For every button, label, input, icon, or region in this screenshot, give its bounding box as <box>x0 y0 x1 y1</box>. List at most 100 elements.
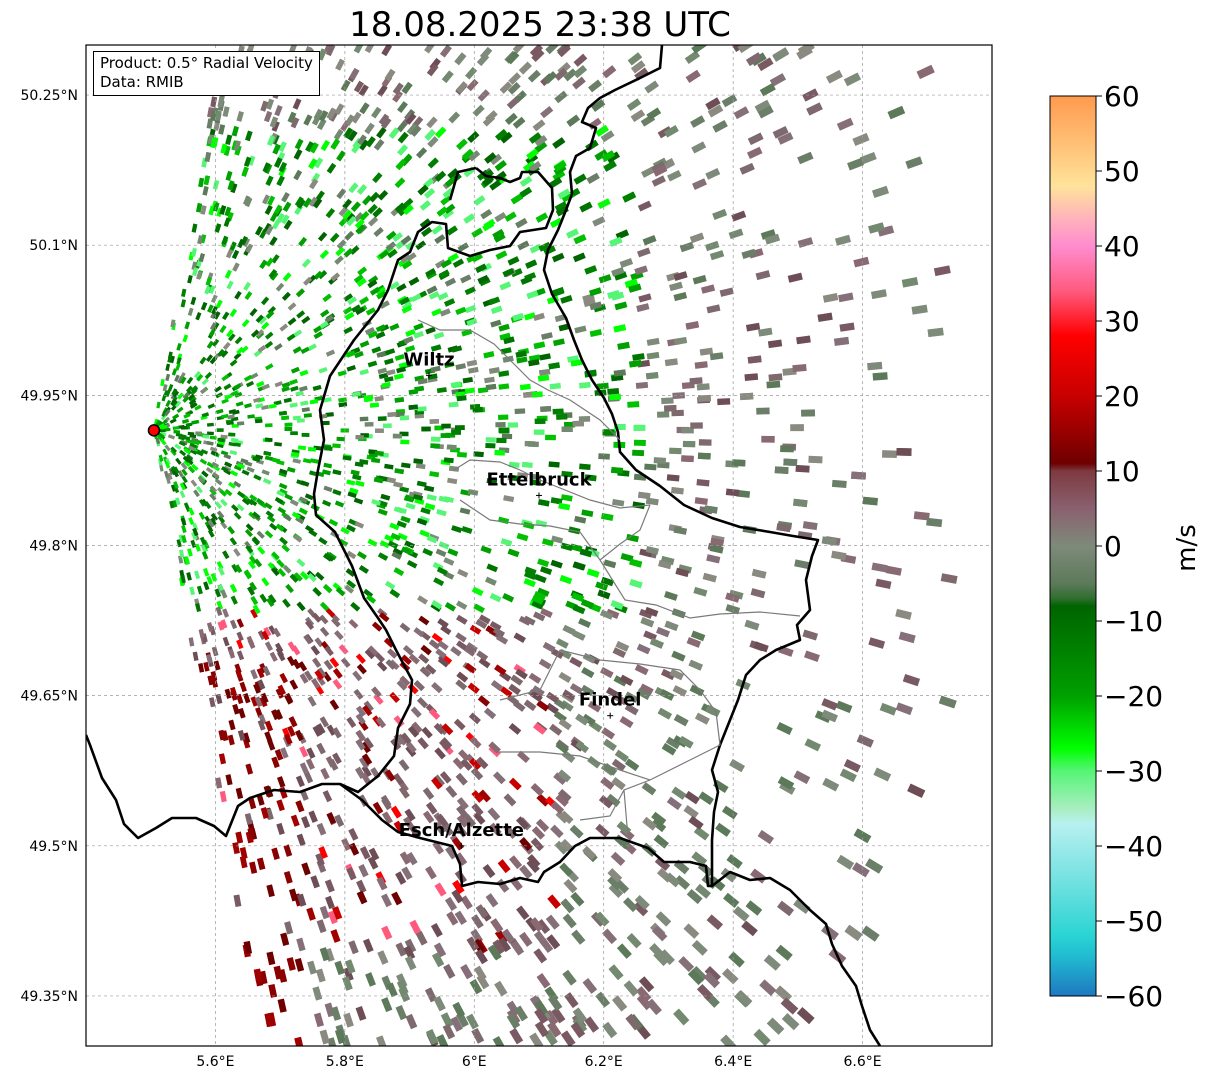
radar-gate <box>545 914 560 930</box>
radar-gate <box>176 406 184 414</box>
radar-gate <box>334 500 345 508</box>
radar-gate <box>245 243 254 254</box>
radar-gate <box>284 493 294 501</box>
radar-gate <box>205 467 214 474</box>
radar-gate <box>262 478 272 485</box>
radar-gate <box>611 267 625 277</box>
radar-gate <box>358 84 369 97</box>
radar-gate <box>669 281 683 292</box>
radar-gate <box>468 757 482 771</box>
radar-gate <box>464 387 476 394</box>
radar-gate <box>387 248 398 259</box>
radar-gate <box>712 208 728 220</box>
radar-gate <box>656 626 671 638</box>
radar-gate <box>244 813 253 825</box>
radar-gate <box>477 275 489 285</box>
radar-gate <box>302 197 312 208</box>
radar-gate <box>469 736 482 749</box>
radar-gate <box>540 608 553 618</box>
colorbar-bar <box>1049 95 1097 997</box>
radar-gate <box>444 896 458 912</box>
radar-gate <box>754 99 771 113</box>
radar-gate <box>423 187 436 199</box>
radar-gate <box>436 206 448 217</box>
radar-gate <box>204 501 212 509</box>
radar-gate <box>260 807 269 819</box>
radar-gate <box>275 282 285 292</box>
radar-gate <box>413 680 425 692</box>
radar-gate <box>194 404 202 411</box>
radar-gate <box>780 997 799 1015</box>
radar-gate <box>442 187 455 199</box>
radar-gate <box>642 235 657 246</box>
radar-gate <box>517 240 530 251</box>
radar-gate <box>250 608 258 619</box>
radar-gate <box>887 105 906 120</box>
radar-gate <box>435 648 447 659</box>
radar-gate <box>242 497 251 506</box>
radar-gate <box>292 98 302 110</box>
radar-gate <box>525 259 538 269</box>
radar-gate <box>402 204 414 215</box>
radar-gate <box>664 405 677 412</box>
radar-gate <box>401 654 412 665</box>
radar-gate <box>519 837 533 851</box>
radar-gate <box>239 856 248 869</box>
radar-gate <box>264 530 274 539</box>
radar-gate <box>227 414 235 420</box>
radar-gate <box>573 65 588 79</box>
radar-gate <box>673 1008 690 1026</box>
radar-gate <box>552 169 566 182</box>
radar-gate <box>392 232 403 243</box>
radar-gate <box>619 674 634 686</box>
radar-gate <box>533 312 545 322</box>
radar-gate <box>181 525 187 534</box>
radar-gate <box>301 258 311 268</box>
radar-gate <box>484 376 495 384</box>
radar-gate <box>195 603 202 612</box>
radar-gate <box>219 324 227 334</box>
radar-gate <box>772 47 789 62</box>
radar-gate <box>756 407 770 415</box>
radar-gate <box>557 45 571 58</box>
radar-gate <box>455 138 468 151</box>
radar-gate <box>332 443 341 449</box>
radar-gate <box>228 719 236 731</box>
radar-gate <box>603 762 618 776</box>
radar-gate <box>262 665 271 677</box>
radar-gate <box>212 322 220 331</box>
radar-gate <box>588 79 603 93</box>
radar-gate <box>233 464 242 471</box>
radar-gate <box>641 166 656 178</box>
radar-gate <box>634 664 649 676</box>
radar-gate <box>304 771 314 784</box>
radar-gate <box>444 298 456 307</box>
radar-gate <box>207 304 214 313</box>
radar-gate <box>492 1035 507 1046</box>
radar-gate <box>344 312 355 321</box>
radar-gate <box>573 53 588 67</box>
radar-gate <box>736 489 751 498</box>
radar-gate <box>162 384 168 392</box>
radar-gate <box>286 333 296 342</box>
radar-gate <box>260 296 270 306</box>
radar-gate <box>527 69 541 83</box>
radar-gate <box>450 381 462 388</box>
radar-gate <box>509 1028 524 1045</box>
radar-gate <box>536 972 551 989</box>
radar-gate <box>291 451 300 458</box>
radar-gate <box>485 110 498 123</box>
radar-gate <box>529 479 542 486</box>
radar-gate <box>277 998 287 1013</box>
radar-gate <box>651 175 666 187</box>
radar-gate <box>683 923 700 939</box>
colorbar-tick-label: 60 <box>1104 80 1140 113</box>
radar-gate <box>217 515 226 524</box>
radar-gate <box>434 747 446 760</box>
radar-gate <box>489 179 502 191</box>
radar-gate <box>581 667 595 679</box>
radar-gate <box>304 620 315 630</box>
radar-gate <box>434 170 447 182</box>
radar-gate <box>757 57 774 72</box>
radar-gate <box>206 654 213 664</box>
